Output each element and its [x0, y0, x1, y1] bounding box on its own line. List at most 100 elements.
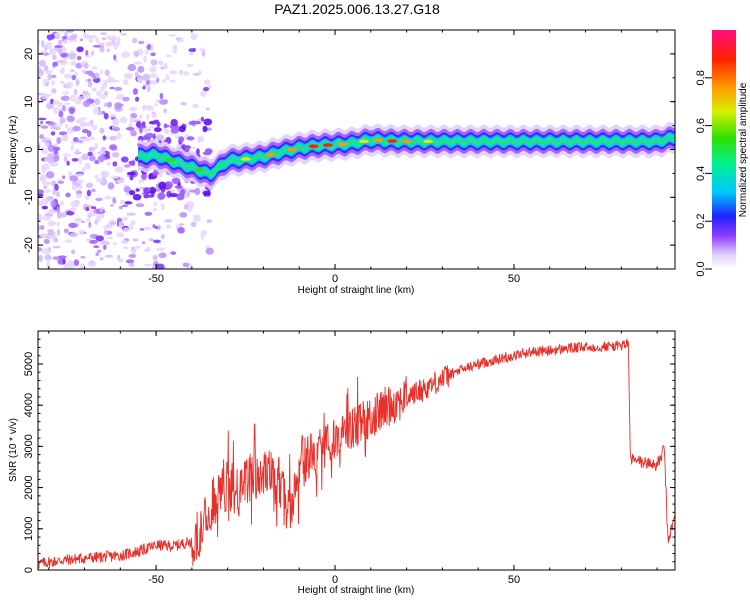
noise-blob: [152, 208, 158, 212]
spectrogram-noise: [38, 30, 214, 269]
noise-blob: [46, 196, 54, 201]
noise-blob: [128, 253, 137, 258]
noise-blob: [120, 200, 125, 205]
noise-blob: [117, 258, 124, 263]
noise-blob: [110, 176, 120, 179]
noise-blob: [81, 69, 86, 74]
noise-blob: [128, 123, 133, 129]
ridge-hotspot: [322, 143, 333, 147]
snr-marks: [38, 337, 675, 569]
ridge-hotspot: [387, 139, 398, 143]
noise-blob: [110, 204, 114, 207]
noise-blob: [38, 117, 47, 121]
noise-blob: [118, 221, 123, 229]
colorbar: 0.0 0.2 0.4 0.6 0.8 Normalized spectral ampl…: [695, 30, 749, 277]
noise-blob: [86, 189, 92, 197]
noise-blob: [113, 54, 117, 61]
noise-blob: [68, 52, 77, 60]
noise-blob: [188, 48, 196, 53]
noise-blob: [174, 185, 183, 189]
noise-blob: [164, 128, 170, 135]
ridge-hotspot: [337, 142, 348, 146]
noise-blob: [94, 142, 98, 150]
ridge-hotspot: [401, 139, 412, 144]
spectrogram-ylabel: Frequency (Hz): [8, 116, 19, 185]
x-tick-label: 50: [508, 273, 520, 285]
noise-blob: [123, 186, 131, 193]
noise-blob: [203, 118, 213, 126]
noise-blob: [105, 41, 113, 47]
noise-blob: [102, 135, 107, 141]
noise-blob: [74, 71, 79, 76]
noise-blob: [88, 212, 97, 217]
noise-blob: [79, 38, 84, 42]
noise-blob: [169, 70, 178, 75]
noise-blob: [80, 256, 86, 259]
noise-blob: [68, 222, 78, 228]
noise-blob: [155, 134, 165, 141]
noise-blob: [188, 52, 194, 56]
noise-blob: [95, 178, 104, 183]
noise-blob: [116, 132, 122, 140]
noise-blob: [103, 244, 107, 250]
noise-blob: [151, 112, 158, 119]
noise-blob: [125, 127, 135, 131]
noise-blob: [138, 114, 143, 119]
noise-blob: [131, 249, 137, 255]
noise-blob: [41, 163, 50, 171]
noise-blob: [190, 146, 196, 149]
noise-blob: [65, 81, 74, 89]
noise-blob: [85, 182, 94, 188]
noise-blob: [63, 134, 69, 141]
colorbar-tick-label: 0.0: [695, 261, 707, 276]
noise-blob: [136, 76, 143, 82]
noise-blob: [53, 99, 60, 105]
y-tick-label: 5000: [23, 352, 35, 376]
noise-blob: [63, 73, 73, 79]
noise-blob: [149, 66, 157, 73]
colorbar-tick-label: 0.8: [695, 70, 707, 85]
noise-blob: [100, 94, 107, 100]
noise-blob: [45, 171, 55, 179]
spectrogram-marks: [38, 30, 675, 269]
noise-blob: [76, 55, 82, 61]
noise-blob: [79, 121, 88, 128]
noise-blob: [62, 258, 66, 265]
noise-blob: [93, 107, 100, 115]
noise-blob: [197, 70, 202, 75]
noise-blob: [46, 261, 51, 269]
noise-blob: [190, 33, 198, 41]
y-tick-label: 10: [23, 96, 35, 108]
noise-blob: [139, 125, 143, 134]
noise-blob: [163, 108, 167, 114]
noise-blob: [200, 230, 207, 237]
noise-blob: [123, 72, 133, 80]
noise-blob: [41, 40, 45, 48]
noise-blob: [114, 40, 121, 46]
noise-blob: [203, 87, 210, 92]
noise-blob: [137, 65, 145, 73]
noise-blob: [96, 249, 102, 253]
noise-blob: [39, 134, 44, 140]
noise-blob: [46, 102, 54, 110]
noise-blob: [64, 123, 68, 129]
noise-blob: [56, 206, 61, 214]
noise-blob: [38, 59, 47, 67]
noise-blob: [155, 263, 165, 269]
noise-blob: [112, 197, 116, 204]
noise-blob: [120, 33, 127, 36]
noise-blob: [84, 204, 93, 208]
noise-blob: [161, 203, 165, 211]
noise-blob: [94, 98, 101, 105]
noise-blob: [157, 224, 161, 231]
noise-blob: [188, 121, 196, 125]
noise-blob: [52, 245, 61, 249]
noise-blob: [150, 52, 156, 57]
noise-blob: [172, 47, 178, 54]
noise-blob: [81, 220, 85, 224]
noise-blob: [84, 34, 89, 39]
y-tick-label: -20: [23, 237, 35, 253]
noise-blob: [49, 48, 57, 56]
noise-blob: [79, 117, 88, 120]
noise-blob: [158, 252, 167, 259]
